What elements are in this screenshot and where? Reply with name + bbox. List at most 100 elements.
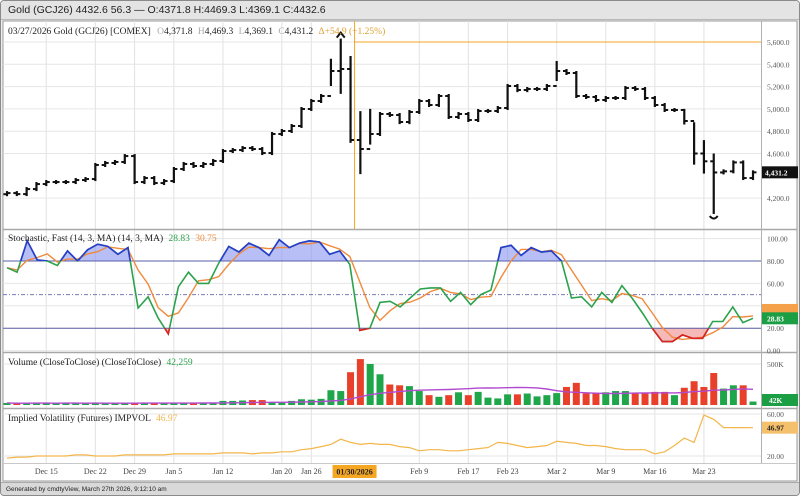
price-bar[interactable]: [749, 170, 757, 181]
price-bar[interactable]: [52, 180, 60, 185]
volume-bar[interactable]: [425, 395, 433, 405]
volume-bar[interactable]: [720, 388, 728, 405]
price-bar[interactable]: [641, 87, 649, 100]
price-bar[interactable]: [651, 95, 659, 108]
price-bar[interactable]: [297, 107, 305, 128]
volume-bar[interactable]: [582, 393, 590, 405]
volume-bar[interactable]: [101, 403, 109, 405]
volume-bar[interactable]: [150, 402, 158, 405]
price-bar[interactable]: [592, 94, 600, 102]
volume-bar[interactable]: [572, 382, 580, 405]
volume-bar[interactable]: [729, 385, 737, 405]
price-panel[interactable]: [3, 21, 762, 229]
price-bar[interactable]: [317, 93, 325, 103]
price-bar[interactable]: [347, 55, 355, 143]
volume-bar[interactable]: [347, 372, 355, 405]
volume-bar[interactable]: [612, 391, 620, 405]
volume-ma-line[interactable]: [6, 386, 754, 404]
price-bar[interactable]: [739, 160, 747, 181]
price-bar[interactable]: [3, 191, 11, 197]
volume-bar[interactable]: [661, 391, 669, 405]
price-bar[interactable]: [484, 109, 492, 114]
price-bar[interactable]: [337, 38, 345, 94]
price-bar[interactable]: [140, 176, 148, 185]
volume-bar[interactable]: [376, 374, 384, 405]
volume-bar[interactable]: [513, 394, 521, 405]
volume-bar[interactable]: [190, 402, 197, 405]
price-bar[interactable]: [386, 112, 394, 118]
volume-bar[interactable]: [3, 402, 11, 405]
price-bar[interactable]: [229, 148, 237, 154]
volume-bar[interactable]: [82, 403, 90, 405]
price-bar[interactable]: [239, 146, 247, 153]
price-bar[interactable]: [396, 113, 404, 125]
volume-bar[interactable]: [13, 403, 21, 405]
volume-bar[interactable]: [199, 402, 207, 405]
price-bar[interactable]: [327, 58, 335, 97]
price-bar[interactable]: [612, 95, 620, 100]
price-bar[interactable]: [670, 108, 678, 113]
price-bar[interactable]: [199, 161, 207, 168]
stochastic-panel[interactable]: [3, 238, 761, 343]
price-bar[interactable]: [729, 160, 737, 174]
price-bar[interactable]: [13, 191, 21, 197]
price-bar[interactable]: [268, 131, 276, 156]
volume-bar[interactable]: [494, 398, 502, 405]
volume-bar[interactable]: [140, 402, 148, 405]
price-bar[interactable]: [582, 93, 590, 99]
volume-bar[interactable]: [749, 401, 757, 405]
volume-bar[interactable]: [209, 402, 217, 405]
volume-bar[interactable]: [278, 402, 286, 405]
price-bar[interactable]: [258, 147, 266, 156]
volume-bar[interactable]: [72, 403, 80, 405]
volume-bar[interactable]: [62, 402, 70, 405]
price-bar[interactable]: [563, 68, 570, 76]
price-bar[interactable]: [425, 98, 433, 108]
volume-bar[interactable]: [91, 402, 99, 405]
price-bar[interactable]: [720, 169, 728, 175]
price-bar[interactable]: [661, 102, 669, 113]
price-bar[interactable]: [543, 84, 551, 92]
volume-bar[interactable]: [621, 391, 629, 405]
volume-bar[interactable]: [504, 394, 512, 405]
price-bar[interactable]: [710, 153, 718, 215]
price-bar[interactable]: [219, 149, 227, 163]
price-bar[interactable]: [553, 60, 561, 88]
stochastic-k-line[interactable]: [6, 238, 754, 343]
price-bar[interactable]: [513, 84, 521, 93]
price-bar[interactable]: [180, 161, 188, 172]
price-bar[interactable]: [504, 84, 512, 111]
volume-bar[interactable]: [739, 385, 747, 405]
price-bar[interactable]: [42, 180, 50, 187]
price-bar[interactable]: [356, 111, 364, 175]
price-bar[interactable]: [248, 146, 256, 152]
price-bar[interactable]: [91, 162, 99, 182]
volume-bar[interactable]: [455, 392, 463, 405]
price-bar[interactable]: [523, 87, 531, 93]
volume-panel[interactable]: [3, 359, 757, 405]
price-bar[interactable]: [23, 187, 31, 197]
volume-bar[interactable]: [405, 386, 413, 405]
volume-bar[interactable]: [435, 396, 443, 405]
price-bar[interactable]: [474, 109, 482, 123]
volume-bar[interactable]: [42, 403, 50, 405]
volume-bar[interactable]: [366, 364, 374, 405]
volume-bar[interactable]: [32, 402, 40, 405]
price-bar[interactable]: [533, 87, 541, 92]
iv-line[interactable]: [6, 414, 754, 459]
price-bar[interactable]: [111, 159, 119, 165]
price-bar[interactable]: [366, 108, 374, 151]
volume-bar[interactable]: [396, 385, 404, 405]
selected-date-badge[interactable]: [332, 465, 377, 478]
volume-bar[interactable]: [268, 402, 276, 405]
price-bar[interactable]: [121, 154, 129, 164]
price-bar[interactable]: [680, 108, 688, 125]
volume-bar[interactable]: [592, 393, 600, 405]
volume-bar[interactable]: [700, 386, 708, 405]
volume-bar[interactable]: [670, 395, 678, 405]
price-bar[interactable]: [131, 154, 139, 185]
price-bar[interactable]: [32, 182, 40, 192]
volume-bar[interactable]: [415, 391, 423, 405]
volume-bar[interactable]: [23, 403, 31, 405]
